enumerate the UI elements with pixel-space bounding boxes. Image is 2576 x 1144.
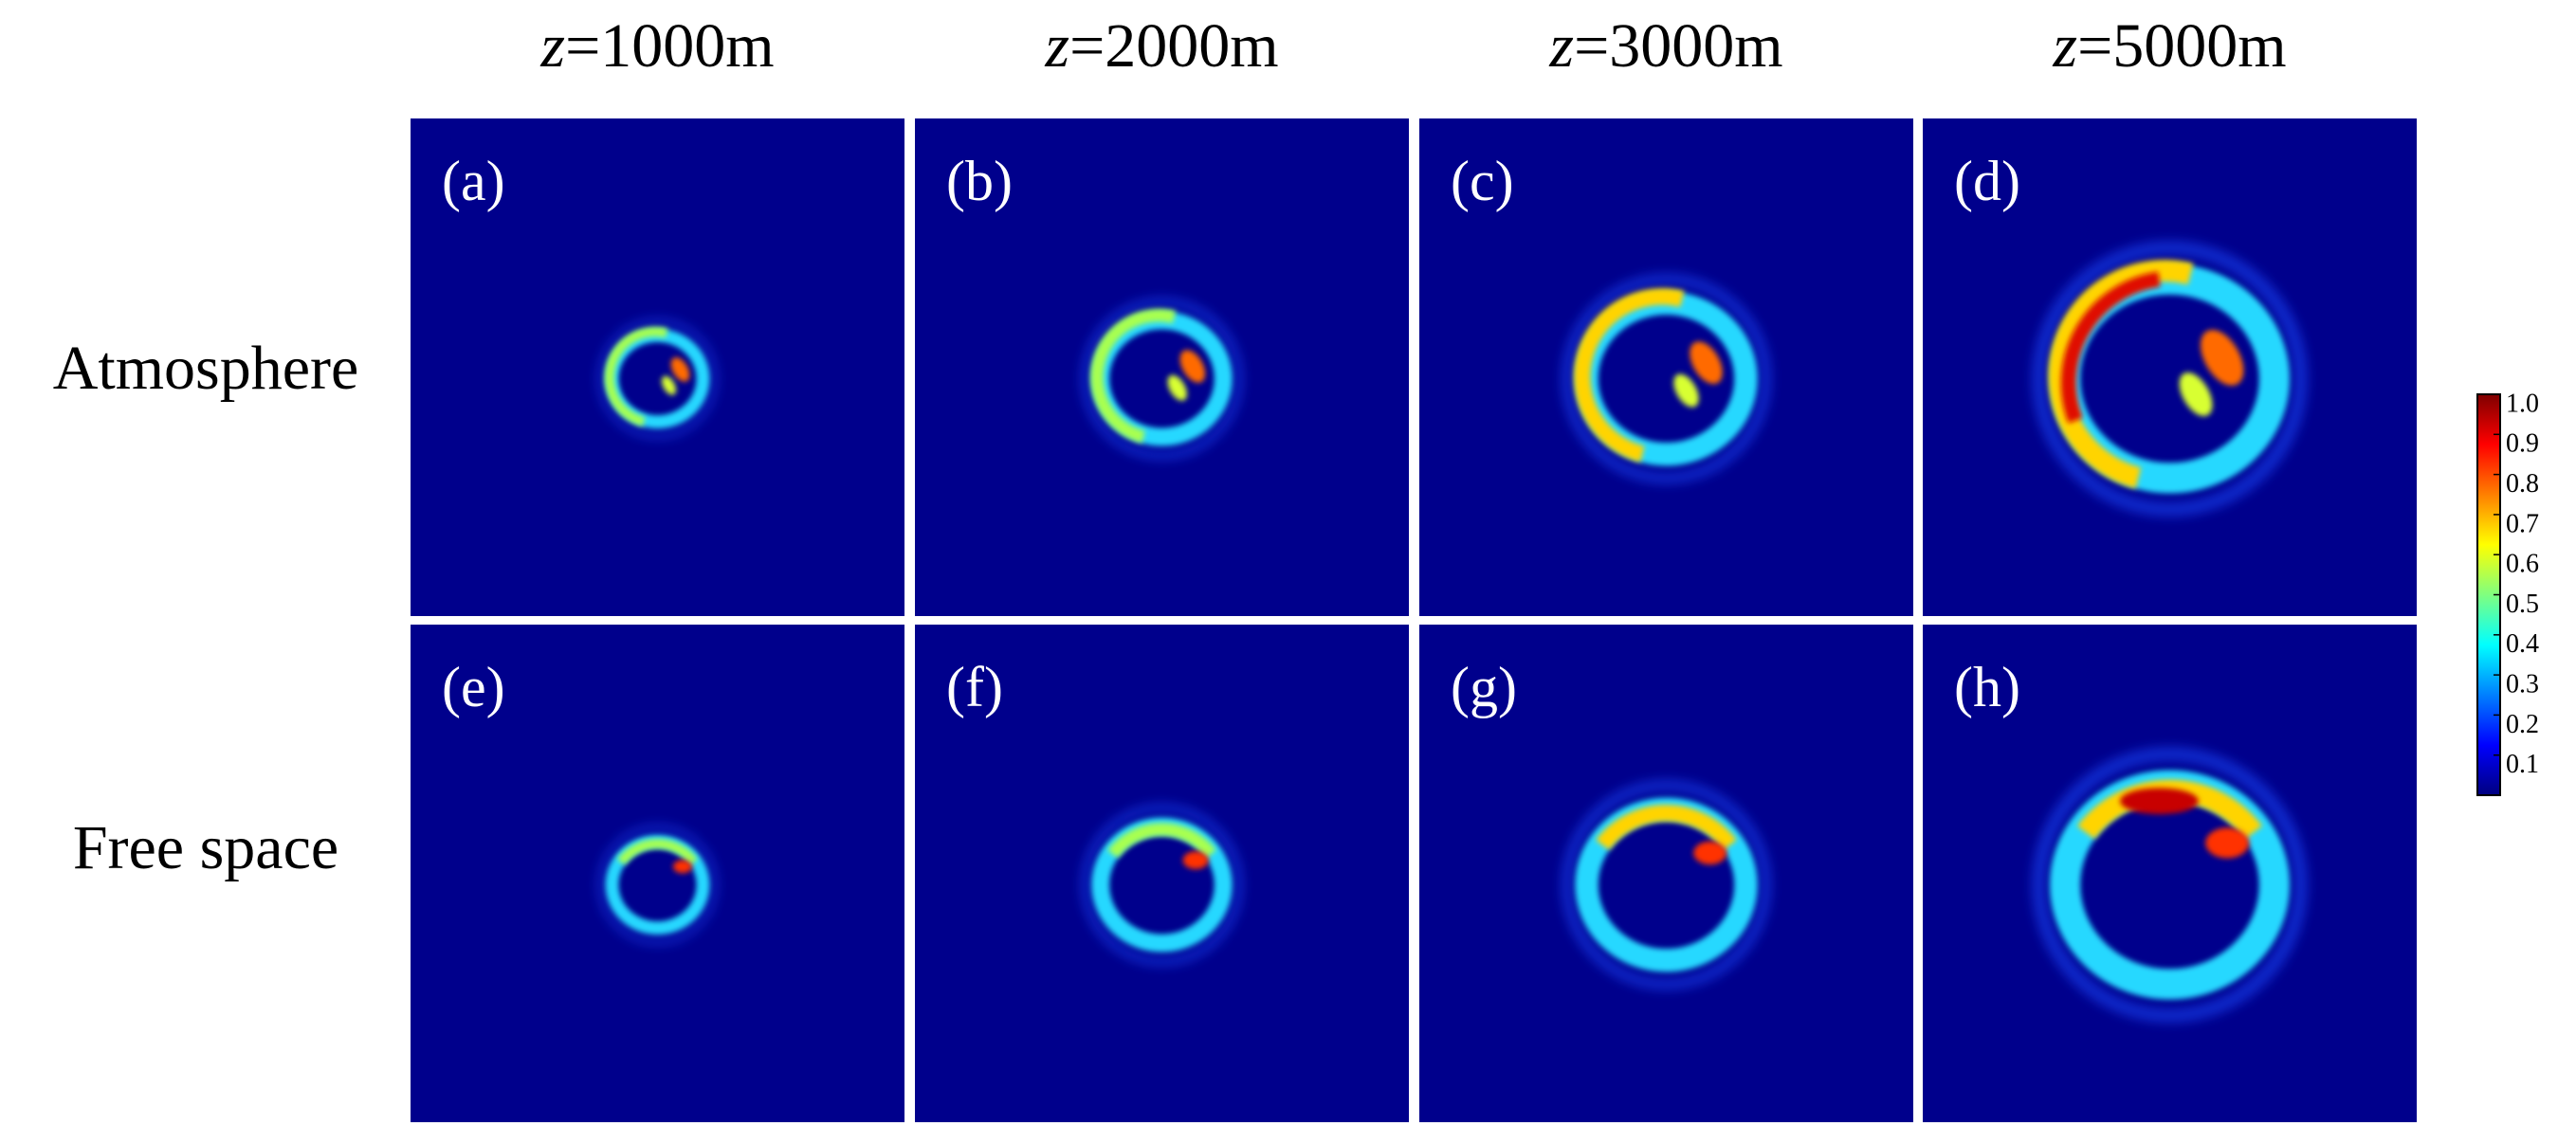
colorbar-tick-label: 0.1: [2506, 750, 2539, 779]
panel-label: (c): [1451, 150, 1514, 212]
panel-label: (g): [1451, 656, 1517, 718]
intensity-panel: [411, 118, 904, 616]
header-variable: z: [1548, 11, 1574, 81]
beam-arc: [617, 839, 698, 865]
beam-arc: [2048, 260, 2194, 489]
panel-label: (e): [442, 656, 505, 718]
row-label: Free space: [73, 813, 338, 882]
beam-halo: [1562, 274, 1771, 483]
colorbar-tick-label: 0.5: [2506, 590, 2539, 619]
column-header: z=5000m: [2052, 11, 2286, 81]
beam-spot: [2205, 827, 2250, 859]
beam-lobe: [1179, 350, 1206, 383]
panel-label: (b): [946, 150, 1013, 212]
beam-lobe: [2201, 330, 2244, 386]
intensity-panel: [1419, 625, 1913, 1122]
intensity-panel: [915, 625, 1409, 1122]
colorbar-tick-label: 0.8: [2506, 469, 2539, 499]
beam-lobe: [661, 375, 677, 395]
beam-halo: [597, 318, 718, 439]
beam-arc: [1090, 308, 1177, 444]
beam-lobe: [1167, 374, 1187, 401]
beam-pattern: [2032, 747, 2308, 1023]
header-text: =1000m: [565, 11, 775, 81]
panel-label: (a): [442, 150, 505, 212]
colorbar-tick-label: 0.6: [2506, 550, 2539, 579]
beam-arc: [1596, 805, 1737, 850]
beam-spot: [1182, 851, 1209, 870]
colorbar-tick-label: 1.0: [2506, 389, 2539, 418]
column-header: z=3000m: [1548, 11, 1782, 81]
intensity-panel: [411, 625, 904, 1122]
header-variable: z: [1044, 11, 1069, 81]
colorbar-tick-label: 0.2: [2506, 710, 2539, 739]
colorbar-tick-label: 0.9: [2506, 429, 2539, 459]
colorbar-tick-label: 0.7: [2506, 509, 2539, 538]
colorbar-tick-label: 0.3: [2506, 670, 2539, 699]
beam-lobe: [1690, 341, 1723, 385]
panel-label: (h): [1954, 656, 2020, 718]
beam-lobe: [1673, 373, 1699, 408]
panel-label: (d): [1954, 150, 2020, 212]
beam-pattern: [1562, 780, 1771, 990]
intensity-panel: [1923, 118, 2417, 616]
intensity-panel: [1419, 118, 1913, 616]
beam-halo: [2032, 241, 2308, 517]
beam-pattern: [1081, 804, 1243, 966]
beam-halo: [597, 825, 718, 945]
beam-lobe: [670, 357, 690, 382]
beam-pattern: [1562, 274, 1771, 483]
row-label: Atmosphere: [53, 334, 359, 403]
header-variable: z: [2052, 11, 2077, 81]
beam-lobe: [2179, 372, 2213, 417]
beam-pattern: [597, 318, 718, 439]
beam-arc: [1107, 823, 1216, 859]
beam-pattern: [597, 825, 718, 945]
beam-arc: [1574, 288, 1685, 463]
header-text: =2000m: [1069, 11, 1279, 81]
intensity-panel: [1923, 625, 2417, 1122]
column-header: z=2000m: [1044, 11, 1278, 81]
beam-spot: [672, 860, 692, 874]
colorbar-tick-label: 0.4: [2506, 629, 2539, 659]
beam-halo: [1081, 804, 1243, 966]
beam-halo: [2032, 747, 2308, 1023]
beam-pattern: [2032, 241, 2308, 517]
beam-spot: [1693, 841, 1727, 865]
beam-halo: [1562, 780, 1771, 990]
beam-arc: [604, 326, 668, 427]
column-header: z=1000m: [539, 11, 774, 81]
beam-halo: [1081, 298, 1243, 460]
panel-label: (f): [946, 656, 1003, 718]
beam-spot: [2120, 788, 2199, 814]
beam-pattern: [1081, 298, 1243, 460]
header-text: =5000m: [2077, 11, 2287, 81]
header-text: =3000m: [1574, 11, 1783, 81]
beam-arc-core: [2060, 271, 2161, 424]
header-variable: z: [539, 11, 565, 81]
intensity-panel: [915, 118, 1409, 616]
